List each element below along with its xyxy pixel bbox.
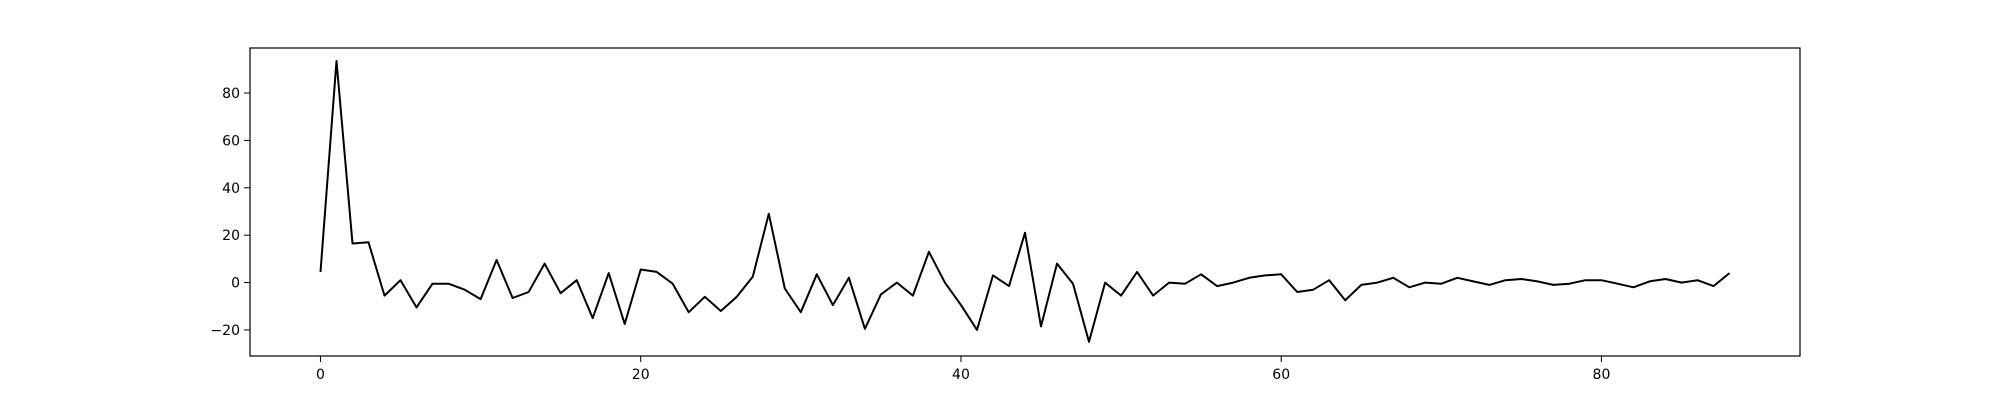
x-tick-label: 80 xyxy=(1593,367,1611,383)
series-line xyxy=(319,60,1731,343)
plot-frame xyxy=(249,47,1801,357)
y-tick-label: 80 xyxy=(222,86,240,102)
x-tick-label: 40 xyxy=(952,367,970,383)
x-axis-ticks: 0 20 40 60 80 xyxy=(316,356,1610,383)
x-tick-label: 0 xyxy=(316,367,325,383)
y-tick-label: −20 xyxy=(210,323,240,339)
y-axis-ticks: −20 0 20 40 60 80 xyxy=(210,86,250,339)
y-tick-label: 0 xyxy=(231,276,240,292)
y-tick-label: 20 xyxy=(222,228,240,244)
x-tick-label: 60 xyxy=(1272,367,1290,383)
x-tick-label: 20 xyxy=(632,367,650,383)
y-tick-label: 40 xyxy=(222,181,240,197)
y-tick-label: 60 xyxy=(222,133,240,149)
